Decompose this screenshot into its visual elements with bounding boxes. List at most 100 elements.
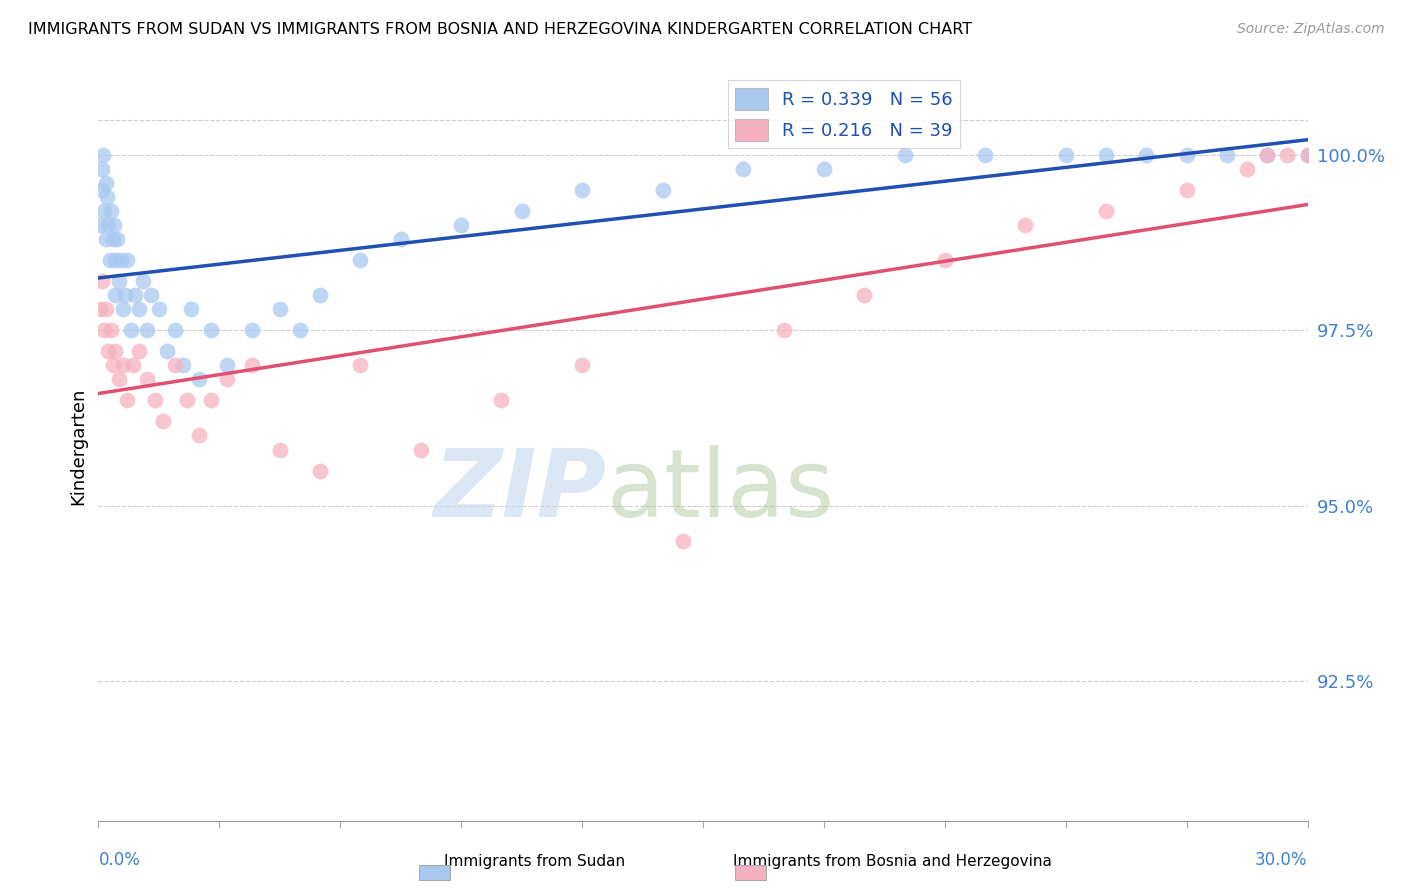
Point — [813, 162, 835, 177]
Point — [103, 253, 125, 268]
Point — [89, 219, 111, 233]
Point — [89, 302, 111, 317]
Legend: R = 0.339   N = 56, R = 0.216   N = 39: R = 0.339 N = 56, R = 0.216 N = 39 — [728, 80, 960, 148]
Point — [163, 359, 186, 373]
Point — [172, 359, 194, 373]
Point — [97, 219, 120, 233]
Text: Immigrants from Bosnia and Herzegovina: Immigrants from Bosnia and Herzegovina — [734, 854, 1052, 869]
Point — [672, 533, 695, 548]
Point — [288, 323, 311, 337]
Point — [163, 323, 186, 337]
Point — [101, 359, 124, 373]
Point — [389, 232, 412, 246]
Point — [114, 288, 136, 302]
Point — [91, 162, 114, 177]
Point — [269, 442, 291, 457]
Point — [96, 232, 118, 246]
Point — [104, 288, 127, 302]
Point — [651, 183, 673, 197]
Point — [571, 183, 593, 197]
Point — [180, 302, 202, 317]
Point — [93, 204, 115, 219]
Point — [115, 253, 138, 268]
Point — [143, 393, 166, 408]
Text: atlas: atlas — [606, 445, 835, 537]
Point — [1216, 148, 1239, 162]
Point — [772, 323, 794, 337]
Point — [111, 302, 134, 317]
Point — [1236, 162, 1258, 177]
Point — [100, 323, 122, 337]
Text: 0.0%: 0.0% — [98, 851, 141, 869]
Point — [1256, 148, 1278, 162]
Point — [98, 253, 121, 268]
Point — [94, 177, 117, 191]
Point — [128, 344, 150, 359]
Point — [974, 148, 997, 162]
Point — [96, 302, 118, 317]
Text: Source: ZipAtlas.com: Source: ZipAtlas.com — [1237, 22, 1385, 37]
Point — [107, 275, 129, 289]
Point — [188, 428, 211, 442]
Point — [450, 219, 472, 233]
Point — [100, 204, 122, 219]
Point — [1014, 219, 1036, 233]
Point — [217, 359, 239, 373]
Point — [103, 219, 125, 233]
Point — [120, 323, 142, 337]
Point — [176, 393, 198, 408]
Point — [510, 204, 533, 219]
Point — [1277, 148, 1299, 162]
Point — [91, 275, 114, 289]
Point — [111, 359, 134, 373]
Point — [309, 288, 332, 302]
Point — [1135, 148, 1157, 162]
Point — [571, 359, 593, 373]
Point — [1296, 148, 1319, 162]
Point — [188, 372, 211, 386]
Point — [349, 359, 371, 373]
Point — [1095, 204, 1118, 219]
Point — [853, 288, 876, 302]
Point — [217, 372, 239, 386]
Point — [1175, 183, 1198, 197]
Point — [1296, 148, 1319, 162]
Point — [91, 148, 114, 162]
Point — [200, 393, 222, 408]
Point — [1054, 148, 1077, 162]
Point — [893, 148, 915, 162]
Point — [121, 359, 143, 373]
Point — [148, 302, 170, 317]
Text: Immigrants from Sudan: Immigrants from Sudan — [444, 854, 624, 869]
Point — [132, 275, 155, 289]
Point — [200, 323, 222, 337]
Point — [139, 288, 162, 302]
Point — [240, 323, 263, 337]
Point — [491, 393, 513, 408]
Point — [152, 415, 174, 429]
Point — [269, 302, 291, 317]
Point — [135, 323, 157, 337]
Point — [733, 162, 755, 177]
Point — [156, 344, 179, 359]
Point — [110, 253, 132, 268]
Point — [240, 359, 263, 373]
Point — [124, 288, 146, 302]
Point — [93, 323, 115, 337]
Point — [349, 253, 371, 268]
Text: 30.0%: 30.0% — [1256, 851, 1308, 869]
Point — [107, 372, 129, 386]
Point — [128, 302, 150, 317]
Point — [97, 344, 120, 359]
Text: ZIP: ZIP — [433, 445, 606, 537]
Point — [96, 190, 118, 204]
Point — [1256, 148, 1278, 162]
Point — [101, 232, 124, 246]
Point — [90, 183, 112, 197]
Point — [1175, 148, 1198, 162]
Point — [105, 232, 128, 246]
Point — [1095, 148, 1118, 162]
Point — [934, 253, 956, 268]
Point — [115, 393, 138, 408]
Point — [409, 442, 432, 457]
